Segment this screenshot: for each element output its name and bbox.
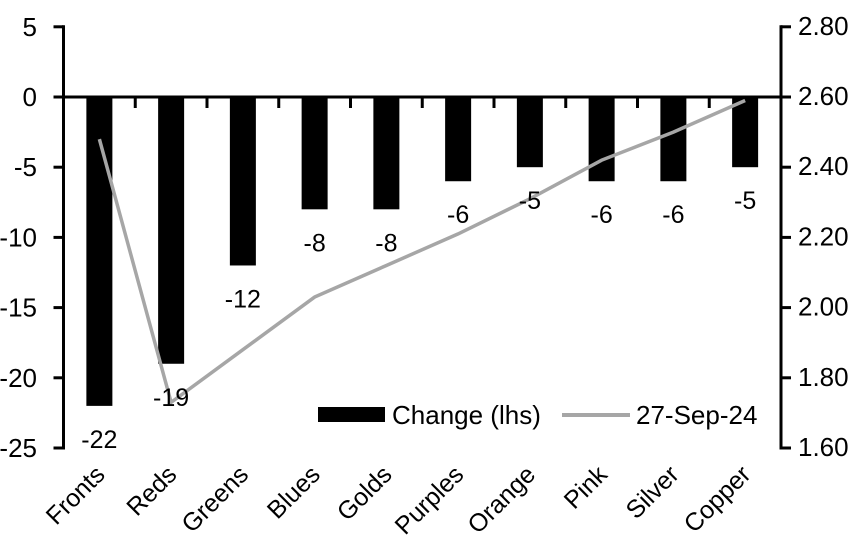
bar-data-label: -22 <box>81 426 117 454</box>
category-label-copper: Copper <box>679 460 757 538</box>
category-label-pink: Pink <box>559 460 614 515</box>
bar-pink <box>588 97 615 182</box>
bar-data-label: -12 <box>225 285 261 313</box>
bar-data-labels: -22 -19 -12 -8 -8 -6 -5 -6 -6 -5 <box>81 187 756 454</box>
category-label-reds: Reds <box>121 460 182 521</box>
category-label-blues: Blues <box>262 460 326 524</box>
left-axis-label: -15 <box>0 293 37 323</box>
bar-series <box>86 97 759 406</box>
category-label-greens: Greens <box>176 460 254 538</box>
category-label-fronts: Fronts <box>41 460 111 530</box>
left-axis <box>53 25 65 450</box>
bar-copper <box>732 97 759 168</box>
right-axis-label: 2.00 <box>798 292 849 322</box>
bar-fronts <box>86 97 113 406</box>
category-label-silver: Silver <box>621 460 685 524</box>
bar-data-label: -19 <box>153 384 189 412</box>
bar-reds <box>158 97 185 364</box>
bar-orange <box>516 97 543 168</box>
line-series <box>97 98 746 406</box>
left-axis-label: -20 <box>0 363 37 393</box>
left-axis-label: 5 <box>23 12 37 42</box>
left-axis-label: -10 <box>0 222 37 252</box>
bar-golds <box>373 97 400 210</box>
bar-silver <box>660 97 687 182</box>
right-axis <box>779 25 791 450</box>
right-axis-label: 1.80 <box>798 362 849 392</box>
right-axis-label: 2.40 <box>798 151 849 181</box>
right-axis-label: 1.60 <box>798 432 849 462</box>
bar-greens <box>229 97 256 266</box>
bar-data-label: -5 <box>519 187 541 215</box>
left-axis-label: -25 <box>0 433 37 463</box>
right-axis-label: 2.80 <box>798 11 849 41</box>
right-axis-label: 2.60 <box>798 81 849 111</box>
category-label-purples: Purples <box>390 460 470 540</box>
category-label-orange: Orange <box>462 460 541 539</box>
legend: Change (lhs) 27-Sep-24 <box>318 400 757 430</box>
left-axis-label: -5 <box>14 152 37 182</box>
legend-line-label: 27-Sep-24 <box>636 400 757 430</box>
bar-data-label: -6 <box>447 201 469 229</box>
bar-purples <box>445 97 472 182</box>
bar-data-label: -8 <box>304 229 326 257</box>
bar-data-label: -8 <box>375 229 397 257</box>
right-axis-label: 2.20 <box>798 221 849 251</box>
left-axis-label: 0 <box>23 82 37 112</box>
bar-blues <box>301 97 328 210</box>
category-label-golds: Golds <box>332 460 398 526</box>
bar-data-label: -6 <box>662 201 684 229</box>
bar-data-label: -6 <box>591 201 613 229</box>
legend-bar-swatch <box>318 407 385 422</box>
legend-bar-label: Change (lhs) <box>392 400 541 430</box>
bar-data-label: -5 <box>734 187 756 215</box>
